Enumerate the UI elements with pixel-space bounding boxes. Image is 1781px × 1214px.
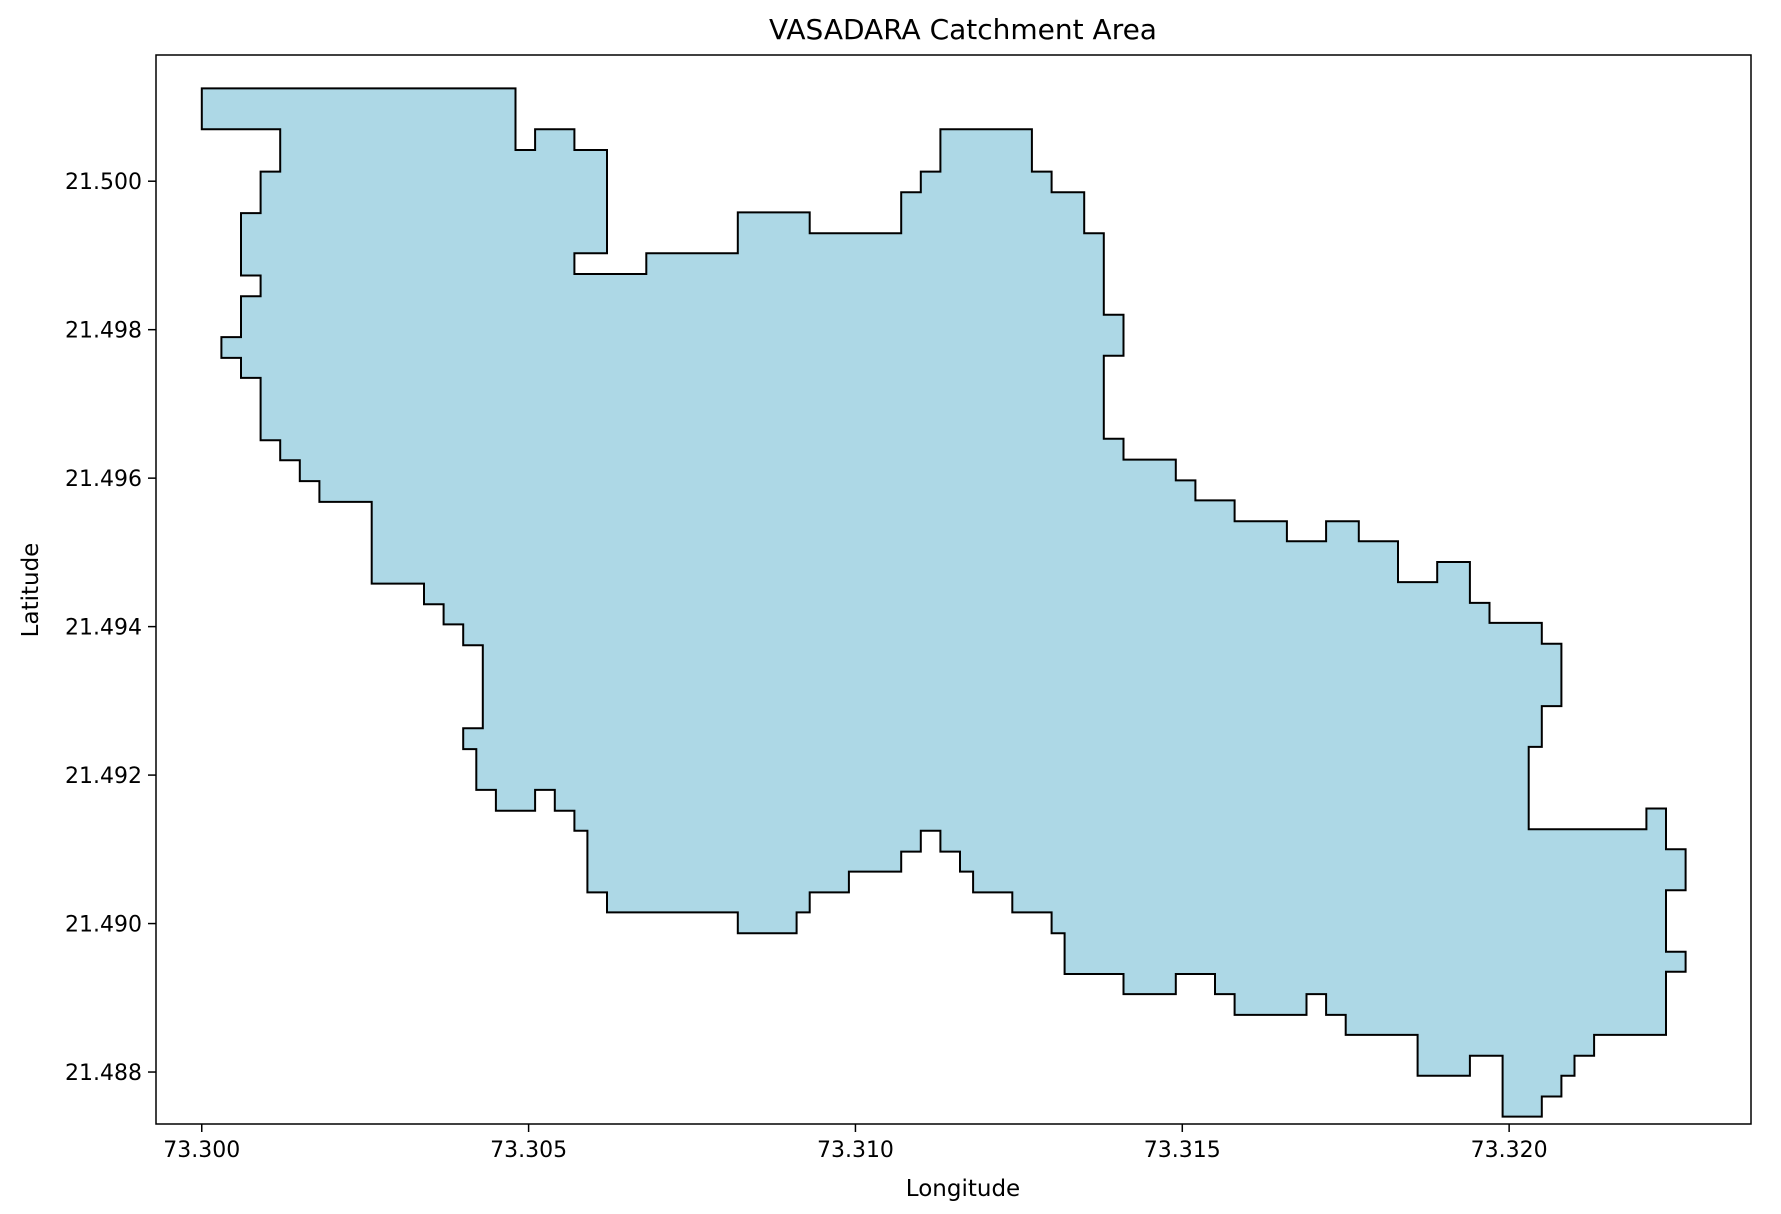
y-tick-label: 21.488 <box>65 1061 142 1086</box>
plot-frame <box>155 54 1752 1125</box>
x-tick-label: 73.320 <box>1471 1138 1548 1163</box>
y-tick-label: 21.490 <box>65 913 142 938</box>
y-tick-label: 21.496 <box>65 467 142 492</box>
y-tick-label: 21.498 <box>65 319 142 344</box>
x-tick-label: 73.315 <box>1144 1138 1221 1163</box>
y-axis-label: Latitude <box>18 543 44 638</box>
x-tick-label: 73.305 <box>490 1138 567 1163</box>
y-axis-ticks: 21.488 21.490 21.492 21.494 21.496 21.498 21.5… <box>65 170 156 1086</box>
y-tick-label: 21.500 <box>65 170 142 195</box>
y-tick-label: 21.494 <box>65 616 142 641</box>
chart-title: VASADARA Catchment Area <box>769 13 1157 46</box>
x-axis-label: Longitude <box>906 1176 1020 1202</box>
y-tick-label: 21.492 <box>65 764 142 789</box>
x-axis-ticks: 73.300 73.305 73.310 73.315 73.320 <box>163 1124 1548 1163</box>
x-tick-label: 73.300 <box>163 1138 240 1163</box>
x-tick-label: 73.310 <box>817 1138 894 1163</box>
catchment-area-polygon <box>200 87 1687 1118</box>
